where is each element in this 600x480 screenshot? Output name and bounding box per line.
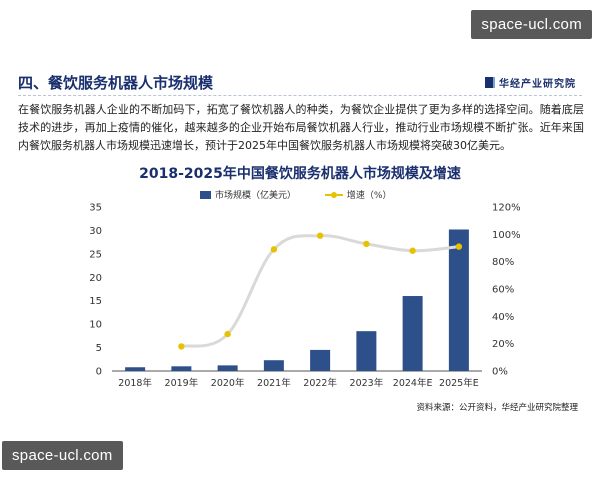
y-tick-label: 0 [96,367,102,378]
bar [402,296,423,371]
x-tick-label: 2019年 [165,377,199,389]
bar [448,229,469,371]
y-tick-label: 30 [89,226,102,237]
growth-point [363,240,370,248]
y-tick-label: 35 [89,203,102,214]
y-tick-label: 5 [96,343,102,354]
bar [356,331,377,371]
y2-tick-label: 120% [492,203,521,214]
y2-tick-label: 60% [492,285,514,296]
y2-tick-label: 0% [492,367,508,378]
legend-line-swatch [324,191,343,199]
x-tick-label: 2023年 [350,377,384,389]
growth-point [409,247,416,254]
growth-point [455,243,463,250]
watermark-bottom: space-ucl.com [2,441,123,470]
y-tick-label: 20 [89,273,102,284]
chart-title: 2018-2025年中国餐饮服务机器人市场规模及增速 [139,166,461,182]
bar [125,367,146,371]
brand-label: 华经产业研究院 [485,75,576,90]
bar [217,365,238,371]
legend-item-bar: 市场规模（亿美元） [200,188,296,201]
brand-name: 华经产业研究院 [499,79,576,90]
y-tick-label: 10 [89,320,102,331]
bar [310,349,331,371]
chart-legend: 市场规模（亿美元） 增速（%） [200,188,417,201]
legend-label-line: 增速（%） [346,191,392,201]
section-divider [18,95,582,96]
growth-point [316,232,324,239]
growth-point [270,246,278,253]
intro-paragraph: 在餐饮服务机器人企业的不断加码下，拓宽了餐饮机器人的种类，为餐饮企业提供了更为多… [18,103,584,152]
legend-label-bar: 市场规模（亿美元） [215,191,297,201]
x-tick-label: 2022年 [303,377,337,389]
y2-tick-label: 20% [492,339,514,350]
growth-point [178,343,185,350]
watermark-top: space-ucl.com [471,10,592,39]
bar [171,366,192,371]
x-tick-label: 2020年 [211,377,245,389]
source-note: 资料来源：公开资料，华经产业研究院整理 [416,403,578,413]
y2-tick-label: 100% [492,230,521,241]
y-tick-label: 25 [89,249,102,260]
growth-point [224,330,231,338]
x-tick-label: 2025年E [439,377,479,389]
legend-item-line: 增速（%） [324,188,392,201]
x-tick-label: 2024年E [393,377,433,389]
brand-logo-icon [485,77,495,88]
bar [263,360,284,371]
x-tick-label: 2018年 [118,377,152,389]
section-title: 四、餐饮服务机器人市场规模 [18,74,214,92]
y-tick-label: 15 [89,296,102,307]
y2-tick-label: 40% [492,312,514,323]
legend-bar-swatch [200,191,211,199]
x-tick-label: 2021年 [257,377,291,389]
y2-tick-label: 80% [492,257,514,268]
